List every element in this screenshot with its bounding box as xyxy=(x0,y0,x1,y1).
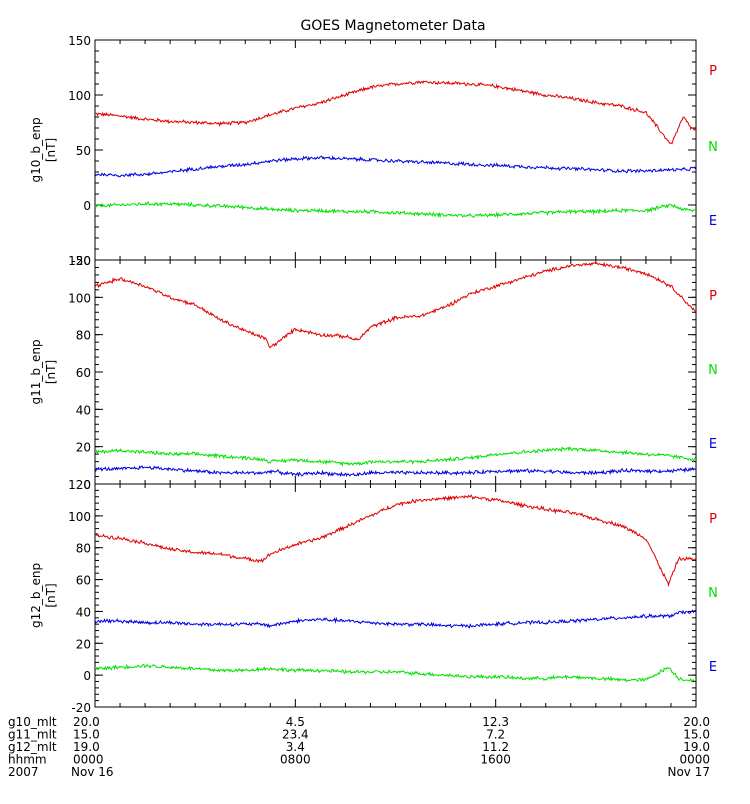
footer-cell: 15.0 xyxy=(73,728,100,742)
legend-entry-E: E xyxy=(709,214,717,229)
series-line-E xyxy=(95,155,696,178)
y-tick-label: 120 xyxy=(68,254,91,268)
footer-cell: Nov 16 xyxy=(71,765,114,779)
series-line-N xyxy=(95,663,696,683)
panel-1: -50 0 50 100 150 g10_b_enp [nT] P N E xyxy=(29,34,718,268)
y-tick-label: 60 xyxy=(76,366,91,380)
footer-cell: 20.0 xyxy=(73,715,100,729)
legend-entry-N: N xyxy=(708,363,718,378)
series-line-E xyxy=(95,609,696,629)
y-tick-label: 150 xyxy=(68,34,91,48)
footer-cell: Nov 17 xyxy=(667,765,710,779)
footer-cell: 19.0 xyxy=(683,740,710,754)
footer-cell: 0000 xyxy=(679,753,710,767)
footer-cell: 11.2 xyxy=(482,740,509,754)
legend-entry-E: E xyxy=(709,660,717,675)
footer-row-label: g12_mlt xyxy=(8,740,57,754)
y-tick-label: 100 xyxy=(68,291,91,305)
chart-title: GOES Magnetometer Data xyxy=(300,18,485,34)
footer-cell: 7.2 xyxy=(486,728,505,742)
y-axis-label: g10_b_enp xyxy=(29,117,43,182)
panel-frame xyxy=(94,39,697,261)
y-tick-label: 40 xyxy=(76,403,91,417)
series-line-P xyxy=(95,80,696,145)
y-tick-label: 80 xyxy=(76,329,91,343)
series-line-P xyxy=(95,261,696,349)
panel-frame xyxy=(94,483,697,708)
footer-cell: 0800 xyxy=(280,753,311,767)
footer-cell: 19.0 xyxy=(73,740,100,754)
legend-entry-P: P xyxy=(709,289,717,304)
footer-cell: 4.5 xyxy=(286,715,305,729)
legend-entry-E: E xyxy=(709,437,717,452)
y-tick-label: 0 xyxy=(83,478,91,492)
y-tick-label: -50 xyxy=(71,254,91,268)
y-tick-label: 0 xyxy=(83,669,91,683)
footer-cell: 12.3 xyxy=(482,715,509,729)
y-axis-unit: [nT] xyxy=(44,360,58,384)
legend-entry-P: P xyxy=(709,64,717,79)
y-tick-label: 50 xyxy=(76,144,91,158)
footer-cell: 20.0 xyxy=(683,715,710,729)
footer-row-label: 2007 xyxy=(8,765,39,779)
footer-row-label: g10_mlt xyxy=(8,715,57,729)
legend-entry-N: N xyxy=(708,140,718,155)
y-tick-label: 0 xyxy=(83,199,91,213)
footer-cell: 3.4 xyxy=(286,740,305,754)
y-tick-label: 80 xyxy=(76,542,91,556)
series-line-N xyxy=(95,201,696,219)
panel-2: 0 20 40 60 80 100 120 g11_b_enp [nT] P N E xyxy=(29,254,718,492)
y-tick-label: 20 xyxy=(76,441,91,455)
legend-entry-P: P xyxy=(709,512,717,527)
y-tick-label: 40 xyxy=(76,605,91,619)
footer-cell: 1600 xyxy=(480,753,511,767)
y-tick-label: 120 xyxy=(68,478,91,492)
panel-3: -20 0 20 40 60 80 100 120 g12_b_enp [nT] P N E xyxy=(29,478,718,715)
footer-cell: 0000 xyxy=(73,753,104,767)
footer-cell: 23.4 xyxy=(282,728,309,742)
y-axis-label: g12_b_enp xyxy=(29,563,43,628)
y-axis-unit: [nT] xyxy=(44,138,58,162)
footer-row-label: hhmm xyxy=(8,753,47,767)
series-line-P xyxy=(95,494,696,588)
series-line-N xyxy=(95,446,696,467)
series-line-E xyxy=(95,465,696,478)
y-axis-label: g11_b_enp xyxy=(29,339,43,404)
footer-cell: 15.0 xyxy=(683,728,710,742)
legend-entry-N: N xyxy=(708,586,718,601)
y-tick-label: -20 xyxy=(71,701,91,715)
y-tick-label: 20 xyxy=(76,637,91,651)
y-tick-label: 100 xyxy=(68,89,91,103)
y-axis-unit: [nT] xyxy=(44,583,58,607)
footer-row-label: g11_mlt xyxy=(8,728,57,742)
y-tick-label: 60 xyxy=(76,574,91,588)
y-tick-label: 100 xyxy=(68,510,91,524)
